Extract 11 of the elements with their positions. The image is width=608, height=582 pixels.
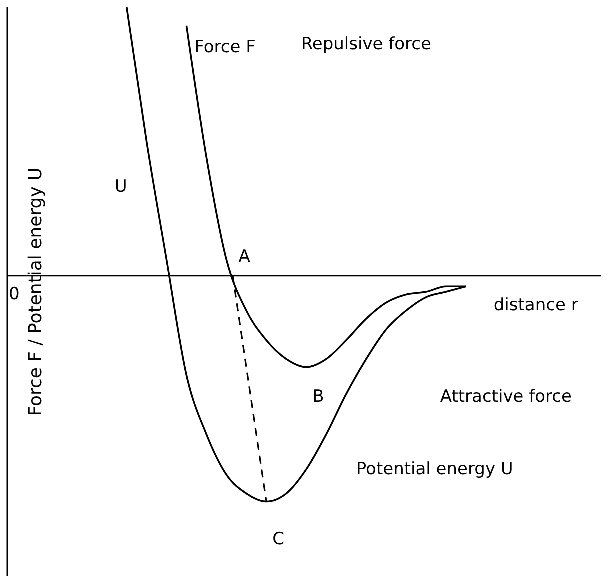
annotation: B — [312, 386, 324, 407]
y-axis-title: Force F / Potential energy U — [26, 168, 46, 416]
x-axis-title: distance r — [494, 295, 578, 316]
text: 0 — [8, 284, 20, 305]
annotation: Attractive force — [440, 386, 572, 407]
annotation: A — [238, 247, 251, 268]
annotation: U — [114, 177, 128, 198]
text: C — [272, 529, 284, 550]
text: Potential energy U — [356, 460, 514, 480]
annotation: Repulsive force — [301, 34, 432, 55]
series-label: Force F — [194, 37, 256, 58]
